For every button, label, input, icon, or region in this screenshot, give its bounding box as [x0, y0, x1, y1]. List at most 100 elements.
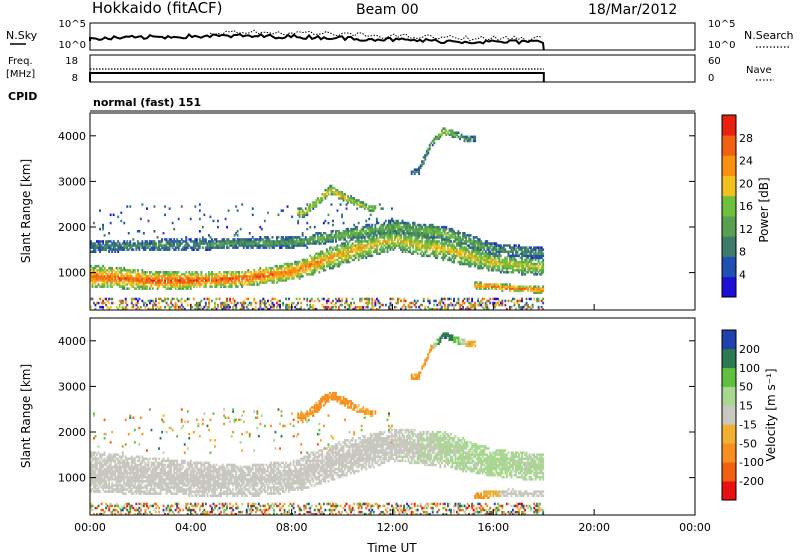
- heatmap-cell: [194, 240, 197, 243]
- heatmap-cell: [453, 246, 455, 249]
- heatmap-cell: [459, 246, 461, 249]
- heatmap-cell: [298, 209, 301, 212]
- heatmap-cell: [539, 287, 542, 290]
- heatmap-cell: [165, 301, 168, 305]
- heatmap-cell: [176, 238, 179, 241]
- heatmap-cell: [363, 225, 366, 229]
- heatmap-cell: [406, 238, 408, 241]
- heatmap-cell: [96, 453, 98, 456]
- heatmap-cell: [295, 244, 298, 247]
- heatmap-cell: [415, 227, 418, 231]
- heatmap-cell: [440, 248, 443, 251]
- heatmap-cell: [513, 258, 516, 262]
- heatmap-cell: [335, 188, 337, 192]
- heatmap-cell: [388, 240, 390, 243]
- heatmap-cell: [171, 221, 174, 225]
- heatmap-cell: [147, 219, 150, 223]
- heatmap-cell: [103, 476, 106, 479]
- heatmap-cell: [182, 248, 185, 251]
- heatmap-cell: [443, 232, 446, 235]
- heatmap-cell: [401, 240, 404, 243]
- heatmap-cell: [474, 242, 477, 245]
- heatmap-cell: [509, 250, 511, 253]
- heatmap-cell: [161, 279, 163, 282]
- heatmap-cell: [215, 297, 218, 301]
- heatmap-cell: [453, 135, 455, 139]
- heatmap-cell: [338, 191, 340, 194]
- heatmap-cell: [253, 277, 256, 280]
- heatmap-cell: [371, 299, 374, 303]
- heatmap-cell: [489, 297, 492, 301]
- heatmap-cell: [170, 244, 173, 247]
- heatmap-cell: [268, 242, 271, 245]
- heatmap-cell: [195, 285, 198, 288]
- heatmap-cell: [211, 238, 213, 241]
- heatmap-cell: [344, 244, 346, 247]
- heatmap-cell: [480, 260, 483, 264]
- heatmap-cell: [474, 301, 477, 305]
- heatmap-cell: [463, 240, 466, 243]
- heatmap-cell: [221, 244, 224, 247]
- heatmap-cell: [397, 219, 399, 223]
- heatmap-cell: [212, 277, 215, 280]
- heatmap-cell: [285, 262, 287, 266]
- heatmap-cell: [394, 242, 396, 245]
- heatmap-cell: [106, 455, 109, 458]
- heatmap-cell: [483, 256, 486, 260]
- heatmap-cell: [540, 264, 543, 268]
- heatmap-cell: [342, 242, 345, 245]
- heatmap-cell: [186, 285, 189, 288]
- heatmap-cell: [480, 248, 483, 251]
- heatmap-cell: [439, 307, 442, 311]
- heatmap-cell: [398, 230, 401, 233]
- heatmap-cell: [496, 266, 499, 270]
- heatmap-cell: [336, 299, 339, 303]
- heatmap-cell: [439, 230, 442, 233]
- heatmap-cell: [412, 240, 415, 243]
- heatmap-cell: [325, 191, 328, 194]
- heatmap-cell: [459, 303, 461, 307]
- heatmap-cell: [325, 238, 328, 241]
- heatmap-cell: [430, 240, 433, 243]
- heatmap-cell: [347, 260, 349, 264]
- heatmap-cell: [353, 248, 356, 251]
- heatmap-cell: [357, 248, 360, 251]
- heatmap-cell: [365, 252, 368, 255]
- heatmap-cell: [481, 266, 484, 270]
- heatmap-cell: [527, 266, 529, 270]
- heatmap-cell: [103, 277, 106, 280]
- heatmap-cell: [351, 242, 354, 245]
- heatmap-cell: [94, 250, 97, 253]
- heatmap-cell: [312, 258, 315, 262]
- nsky-tick-bottom-right: 10^0: [708, 40, 735, 51]
- heatmap-cell: [109, 455, 112, 458]
- heatmap-cell: [345, 244, 348, 247]
- heatmap-cell: [436, 230, 439, 233]
- heatmap-cell: [430, 246, 433, 249]
- heatmap-cell: [206, 244, 209, 247]
- heatmap-cell: [542, 271, 545, 274]
- heatmap-cell: [201, 240, 204, 243]
- heatmap-cell: [94, 469, 97, 473]
- heatmap-cell: [279, 271, 281, 274]
- heatmap-cell: [238, 238, 241, 241]
- heatmap-cell: [270, 244, 272, 247]
- heatmap-cell: [516, 250, 519, 253]
- heatmap-cell: [117, 510, 120, 514]
- heatmap-cell: [135, 287, 138, 290]
- heatmap-cell: [421, 246, 424, 249]
- heatmap-cell: [539, 246, 542, 249]
- heatmap-cell: [274, 240, 277, 243]
- heatmap-cell: [324, 193, 327, 196]
- heatmap-cell: [516, 266, 519, 270]
- heatmap-cell: [362, 305, 365, 309]
- heatmap-cell: [155, 246, 157, 249]
- heatmap-cell: [330, 230, 333, 233]
- heatmap-cell: [440, 238, 443, 241]
- heatmap-cell: [359, 305, 362, 309]
- heatmap-cell: [357, 254, 360, 258]
- heatmap-cell: [185, 242, 188, 245]
- heatmap-cell: [93, 482, 95, 485]
- heatmap-cell: [277, 236, 280, 239]
- heatmap-cell: [267, 238, 269, 241]
